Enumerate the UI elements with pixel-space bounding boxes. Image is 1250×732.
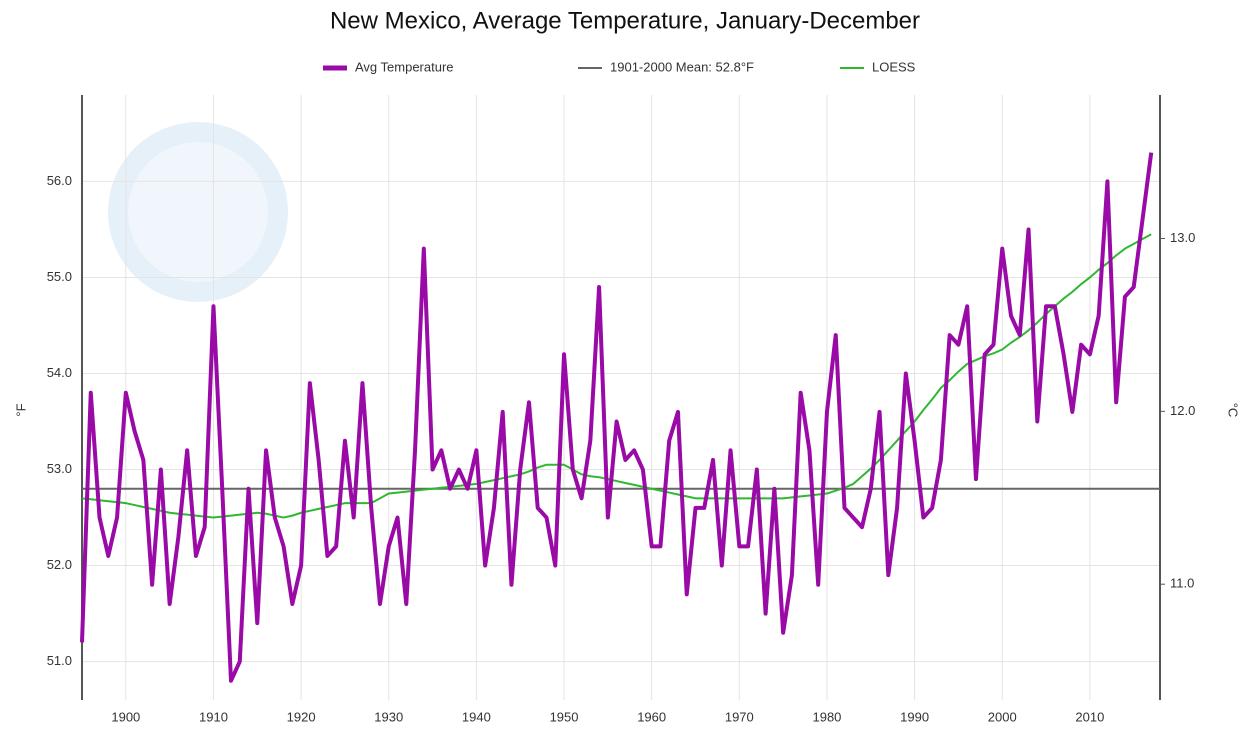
x-tick-label: 1910 [199, 709, 228, 724]
y2-tick-label: 11.0 [1170, 576, 1194, 591]
x-tick-label: 2000 [988, 709, 1017, 724]
series-line [81, 233, 1152, 519]
logo [108, 122, 288, 302]
series-line [80, 152, 1154, 683]
chart-title: New Mexico, Average Temperature, January… [330, 7, 920, 34]
y-tick-label: 52.0 [47, 557, 72, 572]
legend-label: Avg Temperature [355, 59, 454, 74]
x-tick-label: 1960 [637, 709, 666, 724]
y-tick-label: 53.0 [47, 461, 72, 476]
y-tick-label: 54.0 [47, 365, 72, 380]
legend-label: LOESS [872, 59, 916, 74]
y-tick-label: 55.0 [47, 269, 72, 284]
x-tick-label: 1990 [900, 709, 929, 724]
y2-tick-label: 12.0 [1170, 403, 1195, 418]
x-tick-label: 1920 [287, 709, 316, 724]
x-tick-label: 2010 [1075, 709, 1104, 724]
x-tick-label: 1900 [111, 709, 140, 724]
y-tick-label: 56.0 [47, 173, 72, 188]
x-tick-label: 1940 [462, 709, 491, 724]
x-tick-label: 1980 [812, 709, 841, 724]
y2-axis-label: °C [1226, 403, 1241, 418]
legend-label: 1901-2000 Mean: 52.8°F [610, 59, 754, 74]
y2-tick-label: 13.0 [1170, 230, 1195, 245]
y-axis-label: °F [13, 403, 28, 416]
y-tick-label: 51.0 [47, 653, 72, 668]
x-tick-label: 1950 [550, 709, 579, 724]
x-tick-label: 1930 [374, 709, 403, 724]
x-tick-label: 1970 [725, 709, 754, 724]
